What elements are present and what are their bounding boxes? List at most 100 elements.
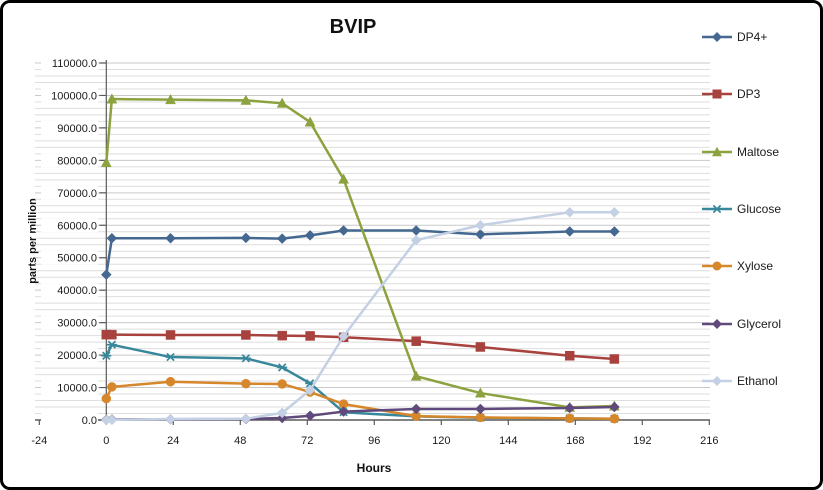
series-marker-ethanol: [304, 384, 316, 396]
x-tick-label: -24: [31, 435, 47, 447]
series-marker-dp4: [609, 226, 620, 237]
series-marker-ethanol: [475, 219, 486, 231]
x-tick-label: 0: [103, 435, 109, 447]
y-label-bg: [41, 315, 98, 330]
series-marker-glycerol: [304, 410, 316, 422]
series-marker-dp4: [240, 232, 252, 244]
series-marker-dp3: [305, 331, 315, 341]
series-marker-xylose: [564, 413, 575, 424]
series-marker-maltose: [165, 93, 176, 105]
y-label-bg: [41, 56, 98, 70]
series-marker-glycerol: [475, 403, 486, 415]
legend-label-xylose: Xylose: [737, 259, 774, 274]
x-tick-label: 192: [633, 435, 651, 447]
series-marker-dp3: [165, 330, 176, 340]
series-marker-dp3: [564, 350, 575, 361]
dp4-legend-marker-icon: [702, 32, 732, 42]
series-marker-maltose: [338, 173, 350, 184]
legend-item-maltose: Maltose: [701, 143, 779, 161]
x-tick-label: 168: [566, 435, 584, 447]
series-marker-dp3: [609, 354, 620, 364]
legend-label-glycerol: Glycerol: [737, 316, 782, 331]
y-tick-label: 90000.0: [57, 123, 97, 135]
ethanol-legend-marker-icon: [702, 375, 732, 386]
series-line-dp4: [105, 229, 615, 275]
y-label-bg: [41, 348, 98, 363]
series-marker-dp3: [411, 336, 421, 346]
series-marker-dp3: [107, 329, 117, 340]
y-tick-label: 100000.0: [51, 90, 97, 102]
series-marker-maltose: [304, 116, 316, 127]
series-marker-ethanol: [165, 413, 176, 425]
series-marker-xylose: [241, 378, 251, 389]
series-marker-dp4: [276, 233, 288, 244]
series-marker-xylose: [101, 393, 112, 404]
series-marker-dp4: [410, 225, 422, 236]
y-label-bg: [41, 218, 98, 233]
series-marker-glycerol: [564, 402, 576, 414]
series-marker-ethanol: [338, 330, 349, 342]
glucose-legend-marker-icon: [702, 204, 732, 214]
legend-item-xylose: Xylose: [701, 257, 773, 275]
y-label-bg: [41, 185, 98, 200]
y-tick-label: 0.0: [82, 415, 97, 427]
series-marker-maltose: [474, 387, 486, 398]
series-marker-glycerol: [338, 406, 349, 417]
series-marker-glucose: [165, 352, 176, 362]
series-marker-xylose: [107, 382, 117, 392]
x-axis-title: Hours: [356, 461, 392, 475]
series-marker-maltose: [240, 94, 252, 105]
x-tick-label: 96: [368, 435, 380, 447]
legend: DP4+ DP3 Maltose Glucose Xylose Glycerol Ethan…: [701, 3, 820, 473]
series-marker-maltose: [106, 93, 118, 104]
y-tick-label: 70000.0: [57, 188, 97, 200]
dp3-legend-marker-icon: [702, 89, 732, 99]
y-label-bg: [41, 380, 98, 395]
series-marker-maltose: [410, 370, 422, 381]
x-tick-label: 48: [234, 435, 246, 447]
legend-label-dp4: DP4+: [737, 30, 768, 44]
series-marker-ethanol: [410, 234, 422, 246]
legend-item-ethanol: Ethanol: [701, 372, 778, 390]
series-marker-glucose: [277, 363, 288, 372]
series-marker-maltose: [276, 97, 288, 108]
legend-item-dp4: DP4+: [701, 28, 767, 46]
series-marker-xylose: [165, 376, 176, 387]
legend-label-glucose: Glucose: [737, 201, 782, 216]
y-tick-label: 50000.0: [57, 253, 97, 265]
series-marker-ethanol: [564, 206, 576, 218]
y-label-bg: [41, 88, 98, 103]
series-marker-xylose: [277, 379, 287, 389]
series-marker-glycerol: [609, 401, 620, 413]
series-marker-dp4: [106, 232, 118, 244]
series-marker-dp3: [475, 342, 486, 352]
glycerol-legend-marker-icon: [702, 318, 732, 329]
legend-label-ethanol: Ethanol: [737, 373, 778, 388]
legend-item-glycerol: Glycerol: [701, 315, 781, 333]
legend-item-dp3: DP3: [701, 85, 760, 103]
series-marker-glucose: [106, 340, 117, 349]
y-label-bg: [41, 283, 98, 298]
legend-label-dp3: DP3: [737, 87, 761, 102]
series-marker-dp4: [304, 229, 316, 241]
series-marker-dp3: [241, 330, 251, 340]
series-marker-dp4: [338, 225, 349, 236]
series-marker-ethanol: [240, 413, 252, 425]
legend-label-maltose: Maltose: [737, 144, 780, 159]
y-tick-label: 30000.0: [57, 318, 97, 330]
y-label-bg: [41, 413, 98, 427]
series-marker-dp4: [165, 232, 176, 244]
series-marker-dp3: [277, 330, 287, 341]
maltose-legend-marker-icon: [702, 146, 732, 156]
chart-title: BVIP: [329, 16, 377, 38]
series-marker-glucose: [101, 351, 112, 360]
plot-area: 0.0 10000.0 20000.0 30000.0 40000.0 50000.0 60…: [31, 56, 718, 447]
x-tick-label: 120: [432, 435, 450, 447]
x-tick-label: 216: [700, 435, 718, 447]
series-marker-dp4: [475, 229, 486, 240]
y-label-bg: [41, 120, 98, 135]
x-tick-label: 24: [167, 435, 179, 447]
series-marker-ethanol: [276, 407, 288, 419]
y-tick-label: 60000.0: [57, 220, 97, 232]
